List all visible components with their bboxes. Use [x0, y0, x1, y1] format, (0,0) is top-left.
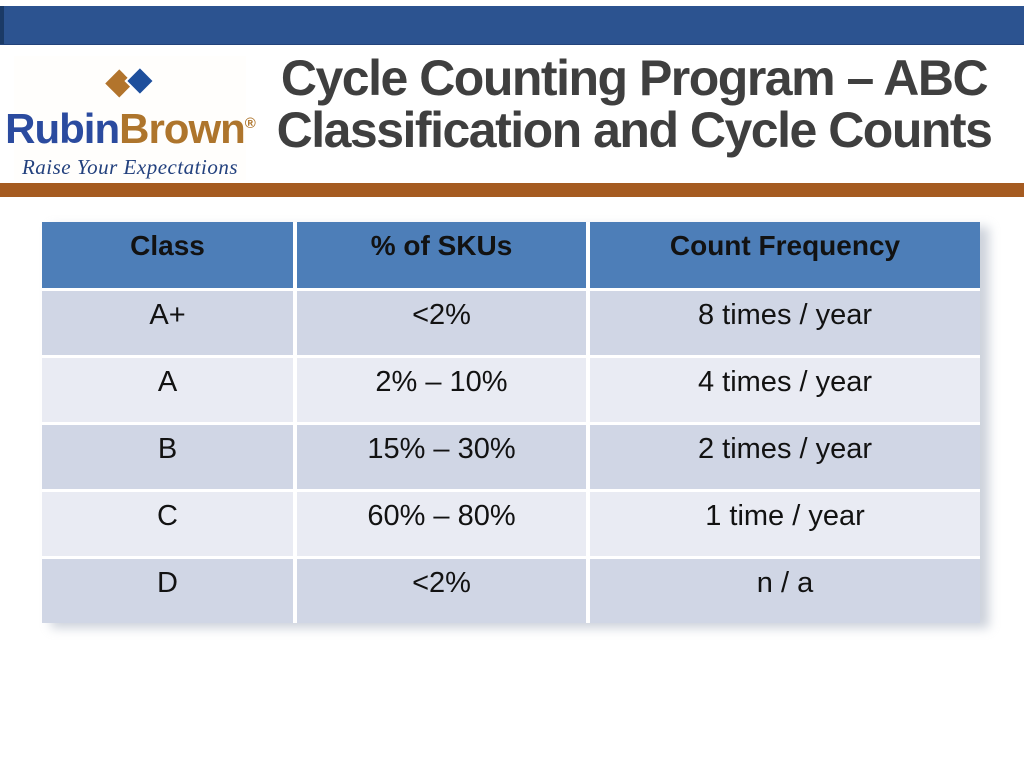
table-cell-class: C	[42, 492, 293, 556]
table-cell-class: A	[42, 358, 293, 422]
registered-trademark-icon: ®	[244, 115, 256, 132]
table-cell-count-frequency: n / a	[590, 559, 980, 623]
table-header-class: Class	[42, 222, 293, 288]
abc-classification-table: Class % of SKUs Count Frequency A+ <2% 8…	[42, 222, 980, 623]
table-cell-class: D	[42, 559, 293, 623]
table-cell-sku-percent: <2%	[297, 559, 586, 623]
table-cell-count-frequency: 8 times / year	[590, 291, 980, 355]
table-cell-sku-percent: <2%	[297, 291, 586, 355]
table-header-count-frequency: Count Frequency	[590, 222, 980, 288]
slide-title-line2: Classification and Cycle Counts	[276, 102, 993, 158]
logo-word-rubin: Rubin	[5, 105, 120, 152]
brown-divider-bar	[0, 183, 1024, 197]
table-cell-sku-percent: 15% – 30%	[297, 425, 586, 489]
table-cell-sku-percent: 2% – 10%	[297, 358, 586, 422]
slide-title-line1: Cycle Counting Program – ABC	[280, 50, 989, 106]
slide-title: Cycle Counting Program – ABC Classificat…	[246, 52, 1022, 156]
table-cell-count-frequency: 1 time / year	[590, 492, 980, 556]
table-cell-class: B	[42, 425, 293, 489]
rubinbrown-diamonds-icon	[105, 65, 156, 98]
logo-word-brown: Brown	[119, 105, 246, 152]
table-cell-count-frequency: 4 times / year	[590, 358, 980, 422]
rubinbrown-logo: RubinBrown® Raise Your Expectations	[5, 56, 256, 180]
table-cell-class: A+	[42, 291, 293, 355]
table-header-sku-percent: % of SKUs	[297, 222, 586, 288]
top-bar-left-edge	[0, 6, 4, 44]
top-bar	[0, 6, 1024, 45]
logo-wordmark: RubinBrown®	[5, 102, 256, 152]
table-cell-count-frequency: 2 times / year	[590, 425, 980, 489]
logo-tagline: Raise Your Expectations	[21, 155, 239, 179]
table-cell-sku-percent: 60% – 80%	[297, 492, 586, 556]
